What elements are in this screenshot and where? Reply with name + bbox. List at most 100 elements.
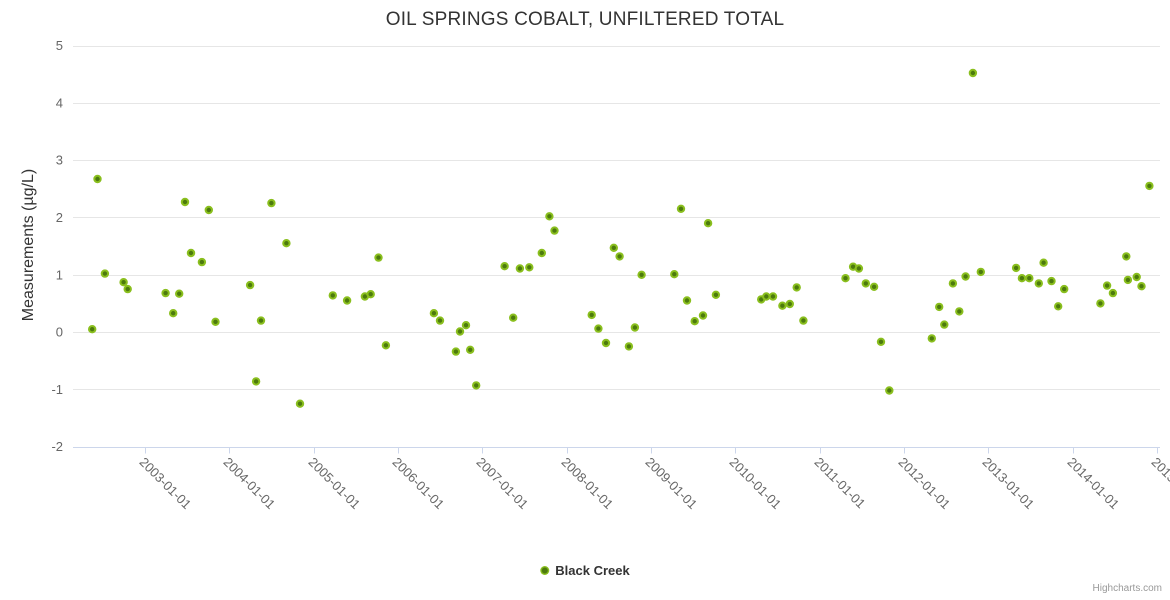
data-point[interactable] — [1039, 258, 1048, 267]
data-point[interactable] — [169, 309, 178, 318]
legend-item-black-creek[interactable]: Black Creek — [540, 563, 630, 578]
data-point[interactable] — [342, 296, 352, 305]
data-point[interactable] — [1102, 281, 1112, 290]
data-point[interactable] — [1123, 275, 1133, 285]
data-point[interactable] — [466, 345, 475, 354]
data-point[interactable] — [594, 324, 603, 333]
data-point[interactable] — [1017, 274, 1027, 283]
data-point[interactable] — [762, 292, 771, 301]
data-point[interactable] — [515, 264, 525, 273]
legend-marker-icon — [540, 566, 550, 575]
data-point[interactable] — [609, 243, 618, 253]
data-point[interactable] — [940, 320, 949, 329]
x-axis-label: 2009-01-01 — [643, 454, 701, 512]
data-point[interactable] — [1096, 299, 1105, 308]
x-axis-label: 2011-01-01 — [812, 454, 869, 511]
data-point[interactable] — [1137, 282, 1146, 291]
data-point[interactable] — [682, 296, 692, 305]
data-point[interactable] — [1060, 284, 1069, 294]
data-point[interactable] — [955, 307, 964, 316]
data-point[interactable] — [935, 302, 944, 312]
x-axis-label: 2004-01-01 — [221, 454, 279, 512]
data-point[interactable] — [961, 272, 970, 281]
data-point[interactable] — [785, 299, 794, 309]
data-point[interactable] — [366, 290, 375, 299]
data-point[interactable] — [1054, 302, 1063, 311]
data-point[interactable] — [703, 219, 713, 228]
data-point[interactable] — [1108, 288, 1118, 298]
data-point[interactable] — [282, 239, 291, 248]
data-point[interactable] — [876, 337, 886, 346]
data-point[interactable] — [854, 264, 864, 273]
data-point[interactable] — [180, 197, 190, 207]
data-point[interactable] — [472, 381, 481, 390]
data-point[interactable] — [968, 68, 978, 78]
data-point[interactable] — [637, 270, 646, 279]
data-point[interactable] — [799, 316, 808, 325]
data-point[interactable] — [1025, 274, 1034, 283]
data-point[interactable] — [451, 347, 461, 356]
data-point[interactable] — [976, 267, 985, 277]
data-point[interactable] — [328, 291, 337, 300]
data-point[interactable] — [251, 377, 261, 386]
data-point[interactable] — [381, 341, 391, 350]
x-axis-label: 2014-01-01 — [1065, 454, 1123, 512]
data-point[interactable] — [295, 399, 305, 408]
data-point[interactable] — [869, 282, 879, 291]
data-point[interactable] — [711, 290, 721, 299]
y-axis-label: 2 — [56, 210, 63, 225]
data-point[interactable] — [88, 325, 97, 334]
data-point[interactable] — [100, 269, 110, 278]
y-axis-title: Measurements (µg/L) — [20, 168, 37, 322]
data-point[interactable] — [690, 317, 699, 326]
data-point[interactable] — [123, 284, 132, 294]
data-point[interactable] — [948, 279, 958, 288]
data-point[interactable] — [525, 263, 534, 272]
data-point[interactable] — [587, 310, 596, 320]
data-point[interactable] — [509, 313, 518, 322]
data-point[interactable] — [550, 226, 559, 235]
data-point[interactable] — [927, 334, 936, 343]
data-point[interactable] — [545, 212, 554, 221]
data-point[interactable] — [630, 323, 640, 332]
data-point[interactable] — [429, 309, 439, 318]
data-point[interactable] — [778, 301, 787, 310]
data-point[interactable] — [624, 342, 634, 351]
data-point[interactable] — [861, 279, 870, 288]
data-point[interactable] — [461, 321, 471, 330]
data-point[interactable] — [245, 280, 255, 290]
data-point[interactable] — [1034, 279, 1044, 288]
data-point[interactable] — [676, 204, 686, 214]
data-point[interactable] — [1011, 263, 1021, 273]
data-point[interactable] — [601, 338, 611, 348]
data-point[interactable] — [256, 316, 266, 325]
data-point[interactable] — [841, 274, 850, 283]
x-axis-label: 2015-01-01 — [1149, 454, 1170, 512]
data-point[interactable] — [1122, 252, 1131, 261]
data-point[interactable] — [670, 270, 679, 279]
data-point[interactable] — [93, 174, 102, 184]
data-point[interactable] — [211, 317, 220, 326]
data-point[interactable] — [175, 289, 184, 298]
y-axis-label: -1 — [51, 382, 63, 397]
data-point[interactable] — [204, 205, 214, 215]
data-point[interactable] — [537, 248, 546, 258]
data-point[interactable] — [186, 248, 196, 258]
highcharts-credit[interactable]: Highcharts.com — [1092, 583, 1162, 594]
data-point[interactable] — [267, 198, 276, 208]
data-point[interactable] — [119, 278, 128, 287]
data-point[interactable] — [768, 292, 778, 301]
data-point[interactable] — [885, 386, 894, 395]
data-point[interactable] — [792, 283, 801, 292]
data-point[interactable] — [435, 316, 445, 325]
data-point[interactable] — [698, 311, 708, 320]
data-point[interactable] — [455, 327, 465, 336]
data-point[interactable] — [500, 262, 509, 271]
data-point[interactable] — [161, 288, 170, 298]
data-point[interactable] — [197, 257, 207, 267]
data-point[interactable] — [615, 252, 624, 261]
data-point[interactable] — [1047, 276, 1056, 286]
data-point[interactable] — [1145, 181, 1154, 191]
data-point[interactable] — [374, 253, 383, 262]
data-point[interactable] — [1132, 272, 1141, 282]
